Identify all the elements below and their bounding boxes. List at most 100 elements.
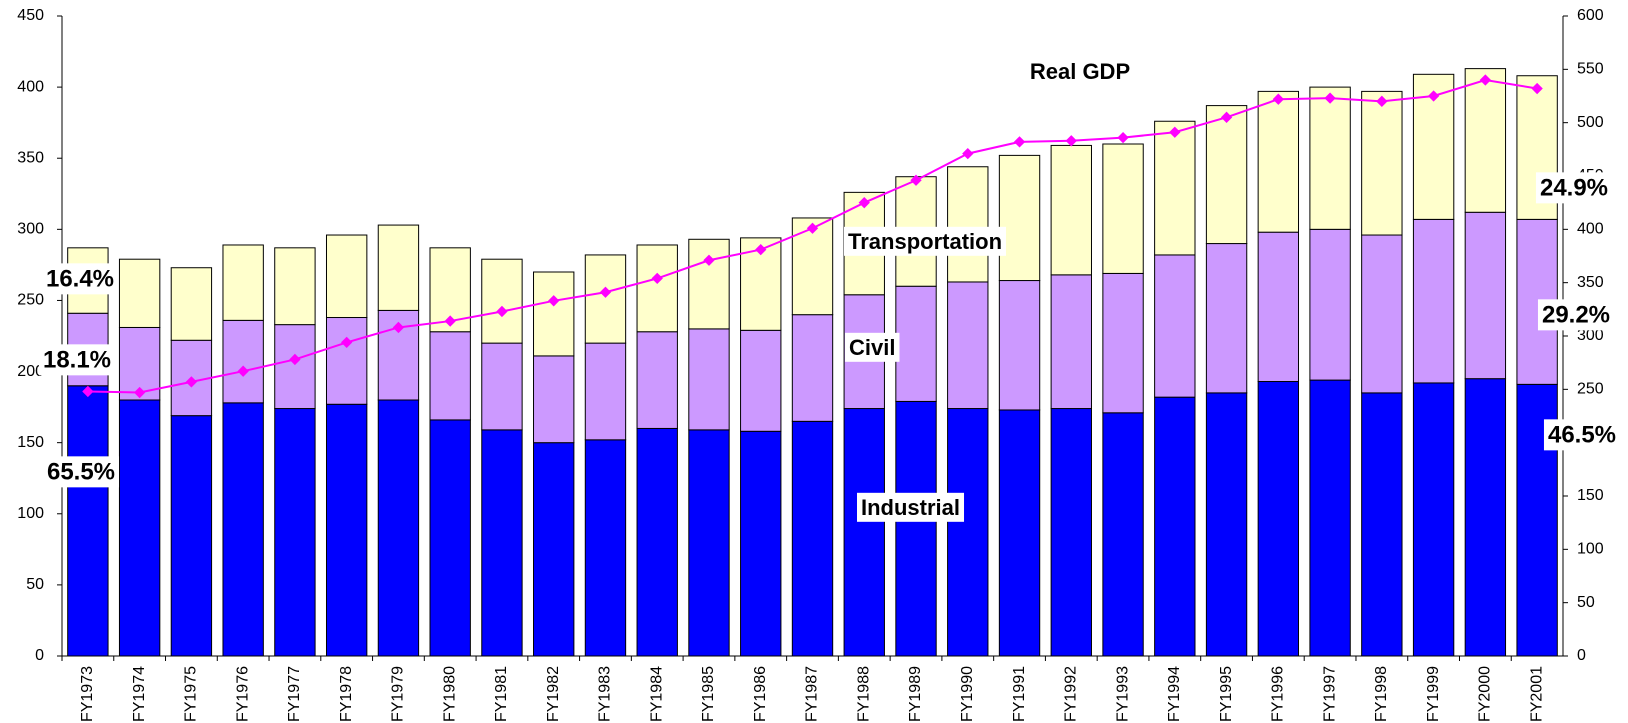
- bar-segment: [170, 415, 213, 657]
- bar-segment: [1154, 254, 1196, 398]
- bar-segment: [1464, 68, 1507, 213]
- bar-segment: [533, 355, 575, 444]
- bar-segment: [1050, 274, 1092, 410]
- share-label: 24.9%: [1540, 174, 1608, 201]
- bar-segment: [118, 258, 161, 328]
- y-tick-label: 350: [17, 149, 44, 166]
- line-marker: [1065, 135, 1077, 147]
- bar-segment: [222, 402, 264, 657]
- line-marker: [289, 353, 301, 366]
- bar-segment: [481, 342, 523, 431]
- bar-segment: [895, 285, 937, 402]
- bar-segment: [481, 258, 523, 344]
- x-tick-label: FY1982: [545, 666, 562, 722]
- series-label: Real GDP: [1030, 59, 1130, 84]
- bar-segment: [1050, 408, 1092, 657]
- y2-tick-label: 400: [1577, 221, 1604, 238]
- x-tick-label: FY1989: [907, 666, 924, 722]
- bar-segment: [1050, 144, 1092, 276]
- x-tick-label: FY1987: [804, 666, 821, 722]
- bar-segment: [998, 409, 1041, 657]
- line-marker: [341, 336, 353, 349]
- line-marker: [444, 315, 456, 327]
- share-label: 65.5%: [47, 458, 115, 485]
- line-marker: [1376, 95, 1388, 107]
- y2-tick-label: 600: [1577, 7, 1604, 24]
- x-tick-label: FY1978: [338, 666, 355, 722]
- series-label: Civil: [849, 335, 895, 360]
- y-tick-label: 150: [17, 434, 44, 451]
- line-marker: [1324, 92, 1336, 104]
- line-marker: [651, 272, 663, 285]
- x-tick-label: FY1996: [1270, 666, 1287, 722]
- share-label-bg: [41, 263, 119, 295]
- series-label: Transportation: [848, 229, 1002, 254]
- bar-segment: [67, 385, 109, 657]
- y-tick-label: 400: [17, 78, 44, 95]
- bar-segment: [533, 271, 575, 357]
- line-marker: [703, 254, 715, 266]
- bar-segment: [1205, 392, 1248, 657]
- share-label: 18.1%: [43, 346, 111, 373]
- line-marker: [1169, 126, 1181, 138]
- series-label-bg: [844, 226, 1007, 256]
- bar-segment: [118, 399, 161, 657]
- y-tick-label: 450: [17, 7, 44, 24]
- y2-tick-label: 500: [1577, 114, 1604, 131]
- x-tick-label: FY1980: [441, 666, 458, 722]
- y2-tick-label: 550: [1577, 61, 1604, 78]
- x-tick-label: FY1974: [131, 666, 148, 722]
- bar-segment: [274, 247, 316, 326]
- line-marker: [1272, 93, 1284, 105]
- bar-segment: [533, 442, 575, 657]
- bar-segment: [1257, 231, 1300, 383]
- bar-segment: [584, 439, 627, 657]
- x-tick-label: FY1990: [959, 666, 976, 722]
- line-marker: [910, 174, 922, 186]
- line-marker: [599, 286, 612, 298]
- x-tick-label: FY1995: [1218, 666, 1235, 722]
- bar-segment: [998, 280, 1041, 411]
- bar-segment: [843, 408, 885, 657]
- y2-tick-label: 50: [1577, 594, 1595, 611]
- bar-segment: [636, 244, 678, 333]
- bar-segment: [1412, 218, 1455, 384]
- x-tick-label: FY1975: [183, 666, 200, 722]
- bar-segment: [636, 331, 678, 429]
- bar-segment: [688, 328, 730, 431]
- line-marker: [185, 376, 198, 388]
- share-label-bg: [42, 456, 120, 488]
- bar-segment: [947, 408, 989, 657]
- bar-segment: [1257, 90, 1300, 233]
- share-label-bg: [38, 344, 116, 376]
- bar-segment: [1102, 143, 1144, 274]
- line-marker: [1427, 90, 1440, 102]
- series-label-bg: [857, 492, 965, 522]
- bar-segment: [325, 403, 368, 657]
- y2-tick-label: 350: [1577, 274, 1604, 291]
- x-tick-label: FY1991: [1011, 666, 1028, 722]
- bar-segment: [1309, 228, 1351, 381]
- x-tick-label: FY1981: [493, 666, 510, 722]
- series-label: Industrial: [861, 495, 960, 520]
- x-tick-label: FY2001: [1528, 666, 1545, 722]
- bar-segment: [429, 331, 471, 421]
- bar-segment: [584, 342, 627, 441]
- y-tick-label: 50: [26, 576, 44, 593]
- x-tick-label: FY1998: [1373, 666, 1390, 722]
- bar-segment: [222, 244, 264, 321]
- y2-tick-label: 300: [1577, 327, 1604, 344]
- line-marker: [496, 305, 508, 318]
- bar-segment: [1464, 211, 1507, 380]
- bar-segment: [1361, 234, 1403, 394]
- bar-segment: [636, 427, 678, 657]
- bar-segment: [1464, 378, 1507, 657]
- bar-segment: [1205, 105, 1248, 245]
- bar-segment: [274, 324, 316, 410]
- line-marker: [806, 222, 819, 234]
- line-marker: [1531, 82, 1543, 95]
- y-tick-label: 300: [17, 221, 44, 238]
- line-marker: [1479, 74, 1492, 86]
- line-marker: [548, 295, 560, 307]
- line-marker: [1013, 136, 1026, 148]
